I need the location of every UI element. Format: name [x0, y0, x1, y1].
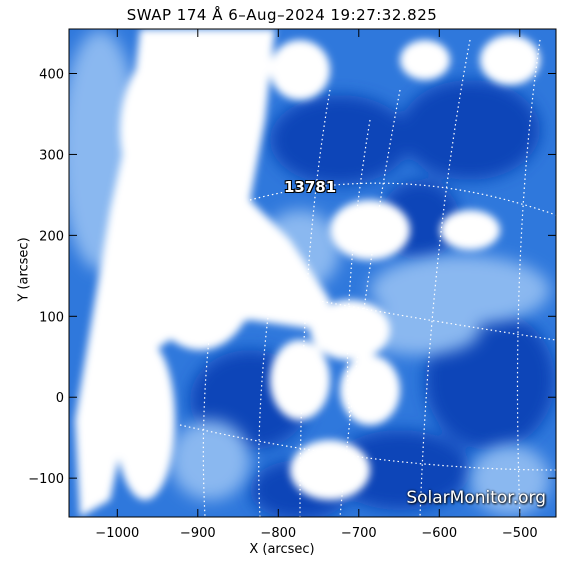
- x-axis: −1000 −900 −800 −700 −600 −500: [95, 29, 538, 541]
- x-tick-label: −900: [180, 526, 216, 541]
- x-tick-label: −1000: [95, 526, 139, 541]
- heliographic-grid: [179, 39, 556, 517]
- y-tick-label: 100: [39, 310, 64, 325]
- x-tick-label: −500: [502, 526, 538, 541]
- x-tick-label: −700: [341, 526, 377, 541]
- x-axis-label: X (arcsec): [249, 542, 315, 557]
- plot-title: SWAP 174 Å 6–Aug–2024 19:27:32.825: [126, 6, 438, 24]
- x-tick-label: −800: [260, 526, 296, 541]
- x-tick-label: −600: [421, 526, 457, 541]
- y-axis-label: Y (arcsec): [16, 237, 32, 302]
- y-tick-label: −100: [28, 472, 64, 487]
- y-tick-label: 200: [39, 229, 64, 244]
- y-tick-label: 400: [39, 68, 64, 83]
- watermark: SolarMonitor.org: [406, 488, 546, 508]
- y-axis: −100 0 100 200 300 400: [28, 68, 556, 487]
- y-tick-label: 0: [56, 391, 64, 406]
- active-region-label: 13781: [284, 178, 337, 196]
- y-tick-label: 300: [39, 148, 64, 163]
- solar-image: [69, 29, 556, 517]
